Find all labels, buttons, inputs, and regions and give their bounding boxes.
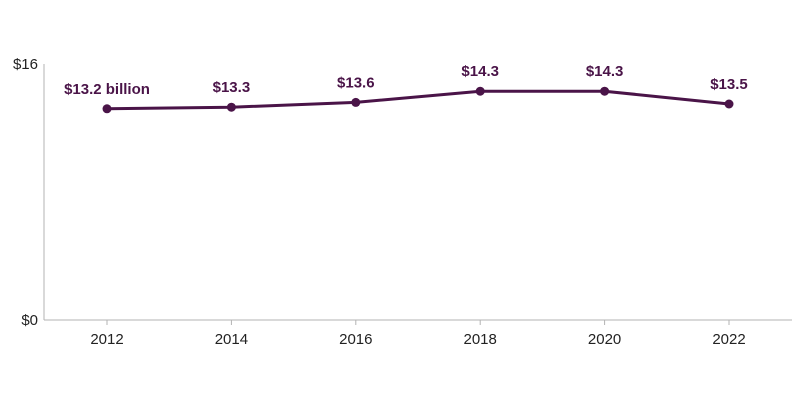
x-axis: 2012 2014 2016 2018 2020 2022 [44,319,792,348]
x-tick-label: 2016 [339,331,372,348]
x-tick-label: 2012 [90,331,123,348]
data-label: $13.2 billion [64,81,150,98]
data-point [600,86,610,96]
series [102,86,734,114]
data-label: $13.3 [213,79,251,96]
data-label: $13.5 [710,76,748,93]
data-label: $14.3 [461,63,499,80]
data-point [102,104,112,114]
y-tick-label: $16 [13,56,38,73]
series-line [105,89,731,111]
data-point [226,102,236,112]
x-tick-label: 2022 [712,331,745,348]
data-labels: $13.2 billion $13.3 $13.6 $14.3 $14.3 $13.5 [64,63,748,98]
x-tick-label: 2018 [464,331,497,348]
data-label: $13.6 [337,74,375,91]
y-tick-label: $0 [21,312,38,329]
y-axis: $16 $0 [13,56,45,329]
x-tick-label: 2020 [588,331,621,348]
data-label: $14.3 [586,63,624,80]
data-point [724,99,734,109]
data-point [475,86,485,96]
data-point [351,97,361,107]
x-tick-label: 2014 [215,331,248,348]
